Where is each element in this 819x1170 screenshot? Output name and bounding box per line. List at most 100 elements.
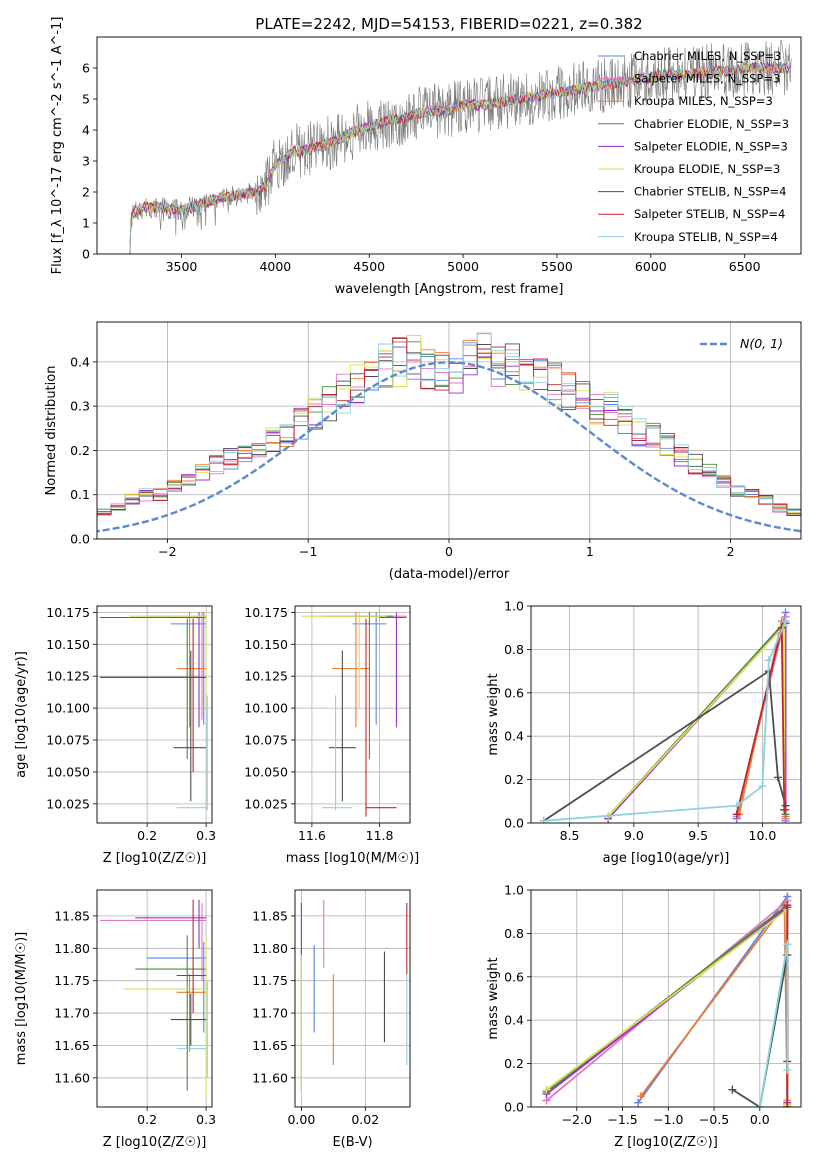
x-tick-label: 0.3: [196, 828, 216, 843]
y-tick-label: 10.075: [46, 733, 90, 748]
x-tick-label: 10.0: [749, 828, 777, 843]
axes-frame: [96, 321, 802, 540]
y-tick-label: 10.150: [244, 637, 288, 652]
y-tick-label: 11.80: [252, 941, 288, 956]
y-tick-label: 2: [82, 185, 90, 200]
weight-marker: [732, 810, 741, 819]
y-tick-label: 0.0: [504, 1100, 524, 1115]
y-tick-label: 11.75: [54, 973, 90, 988]
y-tick-label: 0: [82, 247, 90, 262]
y-axis-label: mass weight: [486, 673, 501, 755]
x-axis-label: Z [log10(Z/Z☉)]: [103, 851, 207, 866]
weight-marker: [542, 1085, 551, 1094]
spectrum-line-9: [125, 61, 792, 254]
x-tick-label: 9.0: [624, 828, 644, 843]
x-tick-label: 6500: [729, 259, 761, 274]
y-tick-label: 10.125: [46, 669, 90, 684]
weight-marker: [773, 773, 782, 782]
x-tick-label: −1.5: [607, 1112, 637, 1127]
y-tick-label: 10.025: [46, 796, 90, 811]
x-tick-label: 0.00: [287, 1112, 315, 1127]
x-tick-label: 11.6: [298, 828, 326, 843]
weight-marker: [783, 1103, 792, 1107]
panel-ebv-mass: 0.00 0.02 11.60 11.65 11.70 11.75 11.80 11.85 E(…: [252, 889, 411, 1150]
legend-label: Kroupa MILES, N_SSP=3: [634, 94, 773, 108]
plot-area-Z-age: [97, 606, 212, 823]
y-axis-label: mass [log10(M/M☉)]: [14, 932, 29, 1065]
panel-residuals: −2 −1 0 1 2 0.0 0.1 0.2 0.3 0.4 (data-model)/error…: [44, 321, 802, 582]
legend-label: Kroupa ELODIE, N_SSP=3: [634, 162, 780, 176]
y-tick-label: 11.85: [252, 908, 288, 923]
axes-frame: [96, 605, 213, 824]
x-tick-label: 0: [445, 544, 453, 559]
x-tick-label: −1.0: [653, 1112, 683, 1127]
y-tick-label: 11.80: [54, 941, 90, 956]
weight-marker: [780, 805, 789, 814]
weight-line-9: [758, 944, 789, 1107]
y-tick-label: 10.150: [46, 637, 90, 652]
y-tick-label: 10.175: [244, 605, 288, 620]
y-tick-label: 0.8: [504, 926, 524, 941]
plot-area-mass-age: [295, 606, 410, 823]
y-axis-label: age [log10(age/yr)]: [14, 651, 29, 778]
legend-label: Kroupa STELIB, N_SSP=4: [634, 230, 778, 244]
x-axis-label: wavelength [Angstrom, rest frame]: [335, 282, 564, 297]
axes-frame: [96, 36, 802, 255]
y-tick-label: 0.2: [504, 772, 524, 787]
weight-marker: [636, 1092, 645, 1101]
x-tick-label: 0.2: [137, 828, 157, 843]
weight-marker: [783, 901, 792, 910]
legend-label: Chabrier MILES, N_SSP=3: [634, 49, 781, 63]
x-axis-label: Z [log10(Z/Z☉)]: [103, 1135, 207, 1150]
legend-label: Chabrier ELODIE, N_SSP=3: [634, 117, 789, 131]
panel-Z-weight: −2.0 −1.5 −1.0 −0.5 0.0 0.0 0.2 0.4 0.6 0.8 1.0 Z […: [486, 883, 802, 1150]
panel-age-weight: 8.5 9.0 9.5 10.0 0.0 0.2 0.4 0.6 0.8 1.0 age [log1…: [486, 599, 802, 866]
x-tick-label: 8.5: [560, 828, 580, 843]
weight-marker: [539, 816, 548, 823]
weight-marker: [634, 1098, 643, 1107]
weight-line-6: [607, 623, 786, 818]
y-tick-label: 10.125: [244, 669, 288, 684]
x-tick-label: −2: [158, 544, 176, 559]
x-tick-label: 9.5: [688, 828, 708, 843]
legend-label: N(0, 1): [740, 336, 783, 351]
y-tick-label: 11.60: [252, 1070, 288, 1085]
y-tick-label: 1.0: [504, 599, 524, 614]
axes-frame: [530, 889, 802, 1108]
y-tick-label: 0.4: [504, 729, 524, 744]
x-tick-label: 3500: [166, 259, 198, 274]
x-tick-label: 0.2: [137, 1112, 157, 1127]
y-tick-label: 11.65: [54, 1038, 90, 1053]
y-tick-label: 0.0: [504, 816, 524, 831]
y-tick-label: 11.65: [252, 1038, 288, 1053]
y-tick-label: 10.175: [46, 605, 90, 620]
histogram-2: [97, 332, 801, 520]
legend-label: Salpeter MILES, N_SSP=3: [634, 72, 780, 86]
y-tick-label: 11.85: [54, 908, 90, 923]
y-tick-label: 10.100: [46, 701, 90, 716]
x-tick-label: 5500: [541, 259, 573, 274]
x-axis-label: age [log10(age/yr)]: [603, 851, 730, 866]
y-tick-label: 0.6: [504, 685, 524, 700]
y-tick-label: 0.4: [504, 1013, 524, 1028]
weight-marker: [781, 801, 790, 810]
y-tick-label: 11.70: [252, 1006, 288, 1021]
y-tick-label: 0.0: [70, 532, 90, 547]
x-tick-label: 0.0: [750, 1112, 770, 1127]
figure-title: PLATE=2242, MJD=54153, FIBERID=0221, z=0…: [255, 15, 642, 33]
legend-label: Chabrier STELIB, N_SSP=4: [634, 185, 786, 199]
weight-marker: [764, 656, 773, 665]
axes-frame: [96, 889, 213, 1108]
axes-frame: [530, 605, 802, 824]
x-tick-label: 5000: [447, 259, 479, 274]
x-axis-label: mass [log10(M/M☉)]: [286, 851, 419, 866]
legend-label: Salpeter ELODIE, N_SSP=3: [634, 139, 788, 153]
x-tick-label: 0.02: [351, 1112, 379, 1127]
plot-area-spectrum: [125, 39, 792, 254]
x-tick-label: 4000: [259, 259, 291, 274]
panel-mass-age: 11.6 11.8 10.025 10.050 10.075 10.100 10.125 10…: [244, 605, 419, 866]
y-axis-label: mass weight: [486, 957, 501, 1039]
weight-marker: [755, 1103, 764, 1107]
x-tick-label: −1: [299, 544, 317, 559]
